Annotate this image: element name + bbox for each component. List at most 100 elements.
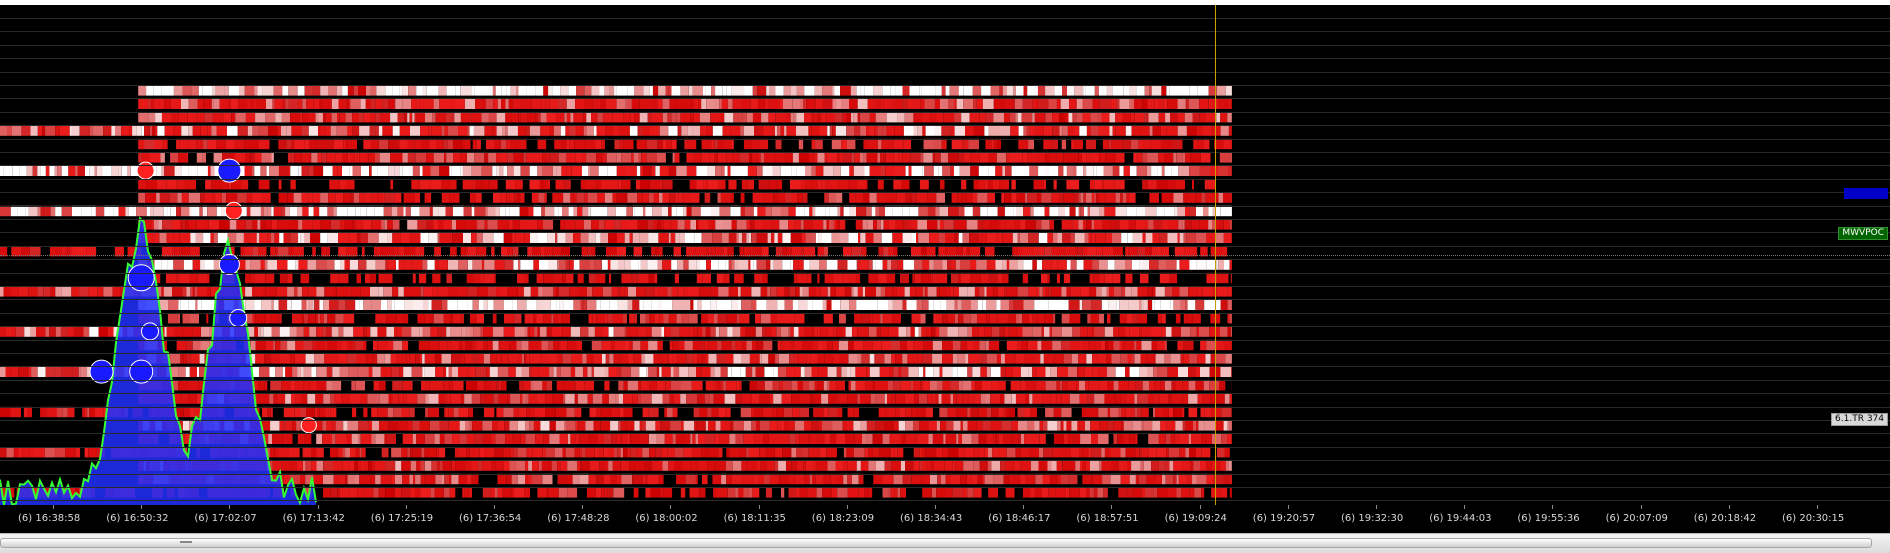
heatmap-row <box>138 353 1232 363</box>
x-tick-label: (6) 20:18:42 <box>1694 513 1756 524</box>
x-tick-label: (6) 20:07:09 <box>1606 513 1668 524</box>
x-tick-label: (6) 19:20:57 <box>1253 513 1315 524</box>
heatmap-row <box>138 460 1232 470</box>
price-tag-blue <box>1844 188 1888 199</box>
heatmap-row <box>0 326 1232 336</box>
gridline <box>0 326 1890 327</box>
gridline <box>0 85 1890 86</box>
gridline <box>0 299 1890 300</box>
x-tick-label: (6) 18:23:09 <box>812 513 874 524</box>
gridline <box>0 487 1890 488</box>
tick-mark <box>1288 505 1289 509</box>
heatmap-row <box>138 380 1232 390</box>
tick-mark <box>759 505 760 509</box>
horizontal-scrollbar[interactable] <box>0 533 1890 553</box>
gridline <box>0 433 1890 434</box>
tick-mark <box>847 505 848 509</box>
heatmap-row <box>138 233 1232 243</box>
heatmap-row <box>138 273 1232 283</box>
x-tick-label: (6) 19:32:30 <box>1341 513 1403 524</box>
tick-mark <box>318 505 319 509</box>
tick-mark <box>670 505 671 509</box>
gridline <box>0 393 1890 394</box>
heatmap-row <box>138 313 1232 323</box>
x-tick-label: (6) 20:30:15 <box>1782 513 1844 524</box>
trade-bubble <box>219 254 239 274</box>
tick-mark <box>1552 505 1553 509</box>
heatmap-row <box>138 139 1232 149</box>
tick-mark <box>1111 505 1112 509</box>
heatmap-row <box>138 259 1232 269</box>
gridline <box>0 112 1890 113</box>
mwvpoc-level-line <box>0 255 1890 256</box>
heatmap-row <box>138 179 1232 189</box>
gridline <box>0 420 1890 421</box>
gridline <box>0 58 1890 59</box>
tick-mark <box>141 505 142 509</box>
time-axis: (6) 16:38:58(6) 16:50:32(6) 17:02:07(6) … <box>0 505 1890 533</box>
tick-mark <box>1729 505 1730 509</box>
heatmap-row <box>138 99 1232 109</box>
gridline <box>0 460 1890 461</box>
heatmap-row <box>138 474 1232 484</box>
x-tick-label: (6) 19:44:03 <box>1429 513 1491 524</box>
tick-mark <box>1376 505 1377 509</box>
gridline <box>0 246 1890 247</box>
gridline <box>0 98 1890 99</box>
heatmap-row <box>0 206 1232 216</box>
heatmap-row <box>0 367 1232 377</box>
tick-mark <box>1464 505 1465 509</box>
scrollbar-thumb[interactable] <box>0 538 1872 548</box>
gridline <box>0 125 1890 126</box>
tick-mark <box>1817 505 1818 509</box>
heatmap-row <box>0 166 1232 176</box>
tick-mark <box>229 505 230 509</box>
gridline <box>0 72 1890 73</box>
gridline <box>0 286 1890 287</box>
tick-mark <box>1200 505 1201 509</box>
gridline <box>0 232 1890 233</box>
gridline <box>0 447 1890 448</box>
gridline <box>0 353 1890 354</box>
x-tick-label: (6) 17:02:07 <box>194 513 256 524</box>
current-time-marker <box>1215 5 1216 505</box>
tick-mark <box>494 505 495 509</box>
x-tick-label: (6) 18:11:35 <box>724 513 786 524</box>
tick-mark <box>53 505 54 509</box>
x-tick-label: (6) 18:46:17 <box>988 513 1050 524</box>
gridline <box>0 206 1890 207</box>
heatmap-plot-area[interactable]: MWVPOC 6.1.TR 374 <box>0 5 1890 505</box>
gridline <box>0 31 1890 32</box>
gridline <box>0 165 1890 166</box>
gridline <box>0 192 1890 193</box>
gridline <box>0 139 1890 140</box>
price-tag-mwvpoc: MWVPOC <box>1838 227 1888 240</box>
tick-mark <box>582 505 583 509</box>
gridline <box>0 219 1890 220</box>
gridline <box>0 313 1890 314</box>
heatmap-row <box>138 152 1232 162</box>
x-tick-label: (6) 17:13:42 <box>283 513 345 524</box>
gridline <box>0 407 1890 408</box>
heatmap-row <box>138 219 1232 229</box>
tick-mark <box>935 505 936 509</box>
x-tick-label: (6) 16:38:58 <box>18 513 80 524</box>
gridline <box>0 340 1890 341</box>
heatmap-row <box>138 300 1232 310</box>
heatmap-row <box>138 434 1232 444</box>
x-tick-label: (6) 19:55:36 <box>1517 513 1579 524</box>
gridline <box>0 366 1890 367</box>
tick-mark <box>1641 505 1642 509</box>
x-tick-label: (6) 18:57:51 <box>1076 513 1138 524</box>
scrollbar-grip-icon <box>180 541 192 543</box>
gridline <box>0 45 1890 46</box>
tick-mark <box>406 505 407 509</box>
x-tick-label: (6) 17:25:19 <box>371 513 433 524</box>
heatmap-row <box>0 125 1232 135</box>
gridline <box>0 380 1890 381</box>
heatmap-row <box>138 192 1232 202</box>
gridline <box>0 152 1890 153</box>
heatmap-row <box>138 112 1232 122</box>
gridline <box>0 259 1890 260</box>
